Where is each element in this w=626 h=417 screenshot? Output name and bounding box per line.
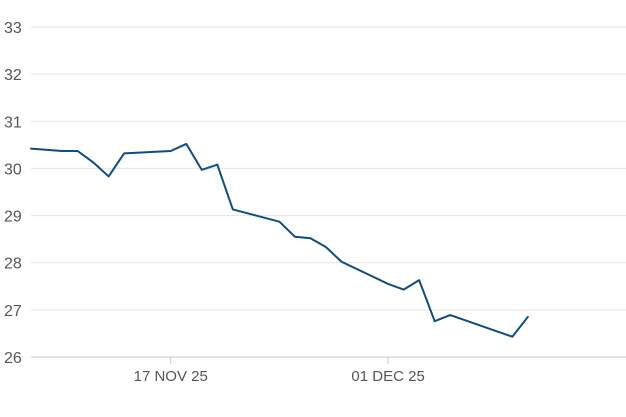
data-point-0-8 [199,167,204,172]
gridlines [31,26,626,311]
data-point-0-21 [510,334,515,339]
x-axis-tick-labels: 17 NOV 25 01 DEC 25 [134,368,425,385]
data-point-0-11 [277,219,282,224]
y-tick-label-26: 26 [4,350,22,367]
data-point-0-5 [122,151,127,156]
x-axis [31,356,626,364]
data-point-0-3 [91,160,96,165]
data-point-0-7 [184,141,189,146]
data-point-0-14 [324,245,329,250]
data-point-0-13 [308,236,313,241]
series-line-0 [30,142,529,338]
data-point-0-18 [417,278,422,283]
data-point-0-6 [168,148,173,153]
data-point-0-4 [106,174,111,179]
data-point-0-2 [75,148,80,153]
y-tick-label-33: 33 [4,20,22,37]
data-point-0-16 [386,281,391,286]
y-tick-label-29: 29 [4,209,22,226]
y-tick-label-32: 32 [4,67,22,84]
x-tick-label-0: 17 NOV 25 [134,368,208,385]
data-point-0-17 [401,287,406,292]
data-point-0-20 [448,313,453,318]
x-tick-label-1: 01 DEC 25 [351,368,424,385]
data-point-0-19 [432,319,437,324]
y-tick-label-31: 31 [4,114,22,131]
data-point-0-1 [60,148,65,153]
data-point-0-22 [525,314,530,319]
data-point-0-10 [230,207,235,212]
series-layer [29,141,530,339]
y-tick-label-28: 28 [4,256,22,273]
data-point-0-15 [339,259,344,264]
data-point-0-12 [292,234,297,239]
y-tick-label-27: 27 [4,303,22,320]
data-point-0-9 [215,162,220,167]
y-axis-tick-labels: 26 27 28 29 30 31 32 33 [4,20,22,367]
y-tick-label-30: 30 [4,161,22,178]
data-point-0-0 [29,146,34,151]
